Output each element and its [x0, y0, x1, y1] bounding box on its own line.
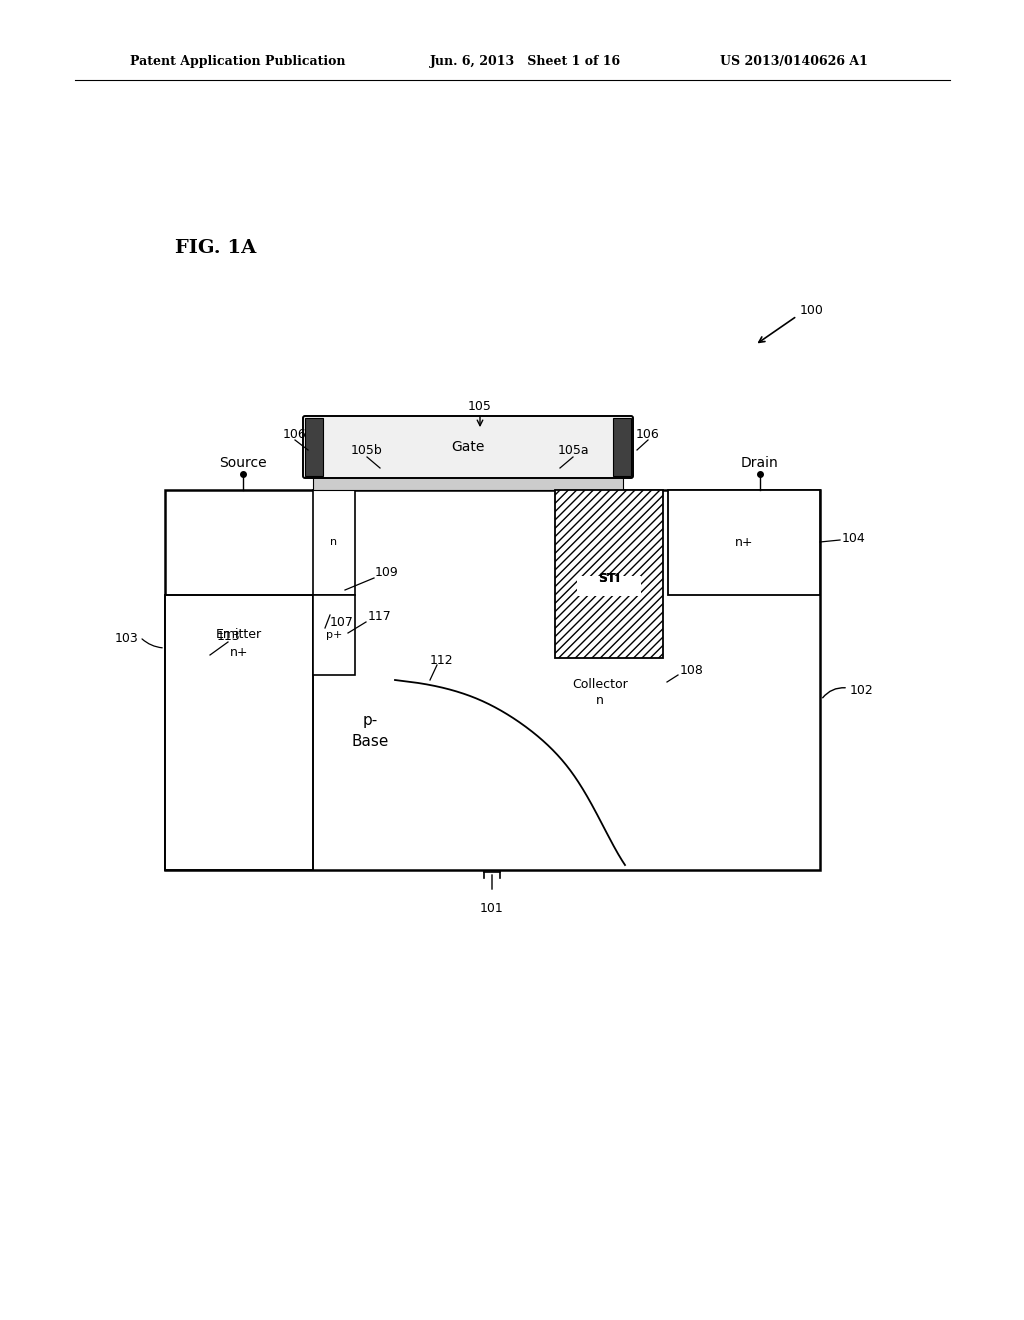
- Text: 101: 101: [480, 902, 504, 915]
- Text: 105: 105: [468, 400, 492, 413]
- Text: Base: Base: [351, 734, 389, 750]
- Text: 107: 107: [330, 615, 354, 628]
- Text: n+: n+: [229, 647, 248, 660]
- Bar: [165, 490, 820, 870]
- Bar: [313, 595, 355, 675]
- Bar: [668, 490, 820, 595]
- Text: p-: p-: [362, 713, 378, 727]
- Text: n: n: [596, 693, 604, 706]
- Text: 105a: 105a: [557, 445, 589, 458]
- Bar: [577, 576, 641, 597]
- FancyBboxPatch shape: [303, 416, 633, 478]
- Bar: [305, 418, 323, 477]
- Text: STI: STI: [598, 573, 621, 586]
- Text: 105b: 105b: [351, 445, 383, 458]
- Text: 112: 112: [430, 653, 454, 667]
- Text: Collector: Collector: [572, 678, 628, 692]
- Text: 104: 104: [842, 532, 865, 544]
- Text: 100: 100: [800, 304, 824, 317]
- Text: Emitter: Emitter: [216, 628, 262, 642]
- Text: 113: 113: [216, 630, 240, 643]
- Bar: [313, 490, 355, 595]
- Text: FIG. 1A: FIG. 1A: [175, 239, 256, 257]
- Bar: [313, 477, 623, 490]
- Text: Drain: Drain: [741, 455, 779, 470]
- Text: n: n: [331, 537, 338, 546]
- Bar: [613, 418, 631, 477]
- Text: p+: p+: [326, 630, 342, 640]
- Text: 109: 109: [375, 565, 398, 578]
- Text: 102: 102: [850, 684, 873, 697]
- Text: 108: 108: [680, 664, 703, 676]
- Text: n+: n+: [735, 536, 754, 549]
- Text: 106: 106: [636, 428, 659, 441]
- Text: Source: Source: [219, 455, 267, 470]
- Text: Jun. 6, 2013   Sheet 1 of 16: Jun. 6, 2013 Sheet 1 of 16: [430, 55, 622, 69]
- Text: STI: STI: [598, 573, 621, 586]
- Text: 103: 103: [115, 631, 138, 644]
- Bar: [165, 595, 313, 870]
- Text: Gate: Gate: [452, 440, 484, 454]
- Bar: [555, 490, 663, 657]
- Text: Patent Application Publication: Patent Application Publication: [130, 55, 345, 69]
- Text: 106: 106: [283, 428, 307, 441]
- Text: 117: 117: [368, 610, 392, 623]
- Text: US 2013/0140626 A1: US 2013/0140626 A1: [720, 55, 868, 69]
